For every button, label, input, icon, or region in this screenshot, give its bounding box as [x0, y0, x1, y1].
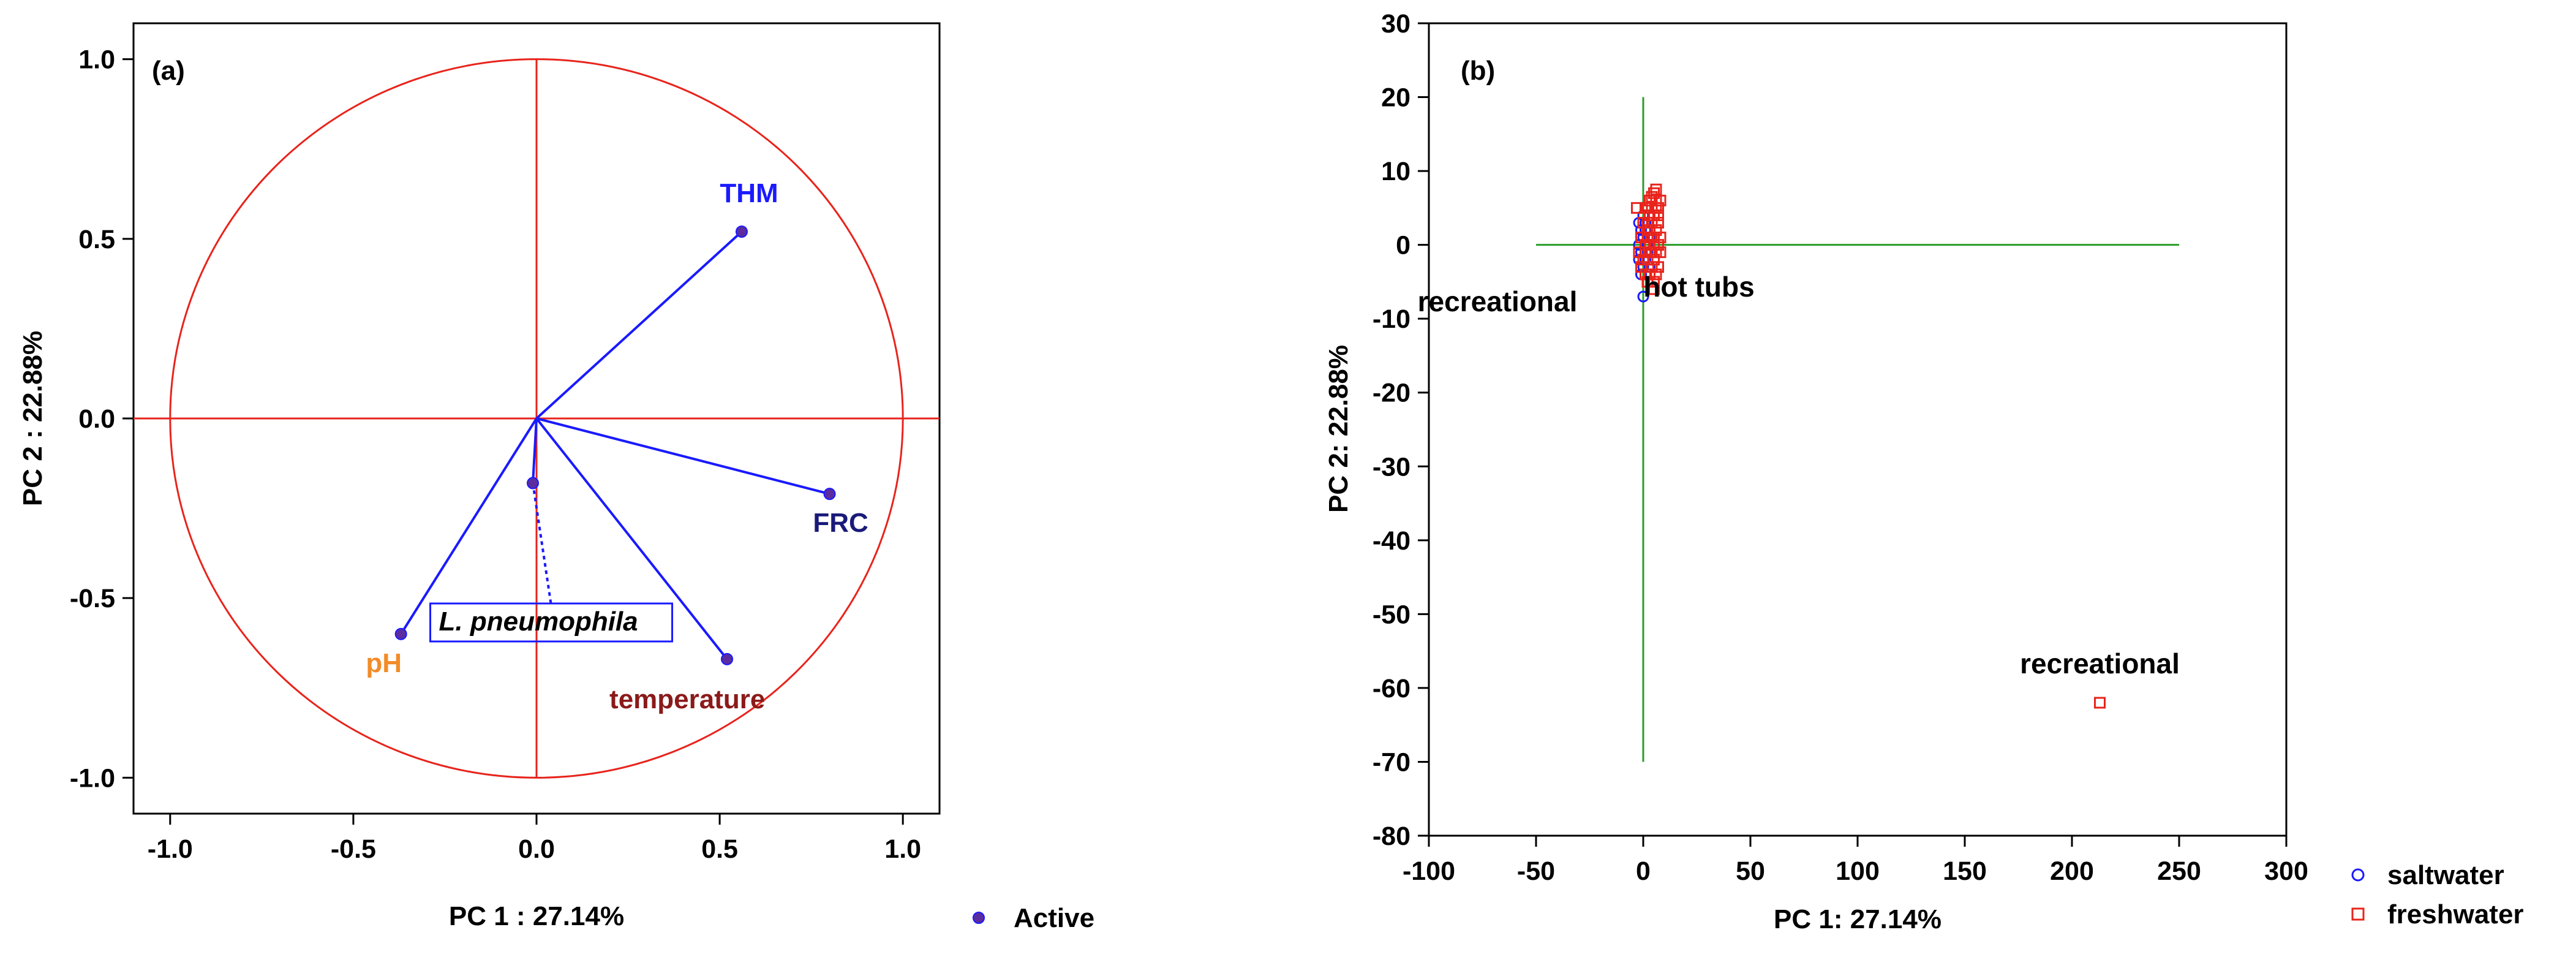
vector-l-pneumophila-line	[532, 418, 538, 483]
panel-b-y-tick-label: -80	[1373, 822, 1410, 851]
panel-a-y-tick-label: 0.5	[78, 225, 115, 254]
panel-a-vectors: THM FRC pH temperature L. pneumophila	[366, 178, 868, 714]
panel-a-y-tick-label: 1.0	[78, 45, 115, 75]
vector-l-pneumophila-point	[527, 477, 540, 490]
freshwater-point	[1641, 232, 1654, 244]
freshwater-point	[1654, 246, 1666, 259]
vector-ph-point	[394, 627, 407, 640]
panel-b-axes: -100 -50 0 50 100 150 200 250 3003020100-10-20-3…	[1373, 9, 2308, 886]
panel-b-x-tick-label: 50	[1736, 857, 1765, 886]
panel-b-x-axis-label: PC 1: 27.14%	[1774, 904, 1941, 934]
vector-thm-line	[535, 230, 743, 420]
freshwater-point	[1652, 202, 1664, 214]
panel-a-x-tick-label: -0.5	[331, 834, 376, 864]
panel-b-y-tick-label: 10	[1381, 157, 1410, 186]
vector-thm-point	[735, 225, 748, 238]
freshwater-point	[2094, 697, 2106, 709]
freshwater-point	[1650, 268, 1662, 281]
panel-a-x-axis-label: PC 1 : 27.14%	[449, 901, 624, 931]
panel-b-points	[1631, 183, 2106, 709]
vector-l-pneumophila-dashed-leader	[532, 483, 552, 606]
vector-temperature-line	[535, 417, 728, 660]
freshwater-point	[1652, 209, 1664, 221]
panel-b-y-tick-label: -10	[1373, 304, 1410, 334]
annotation-recreational: recreational	[1418, 286, 1578, 317]
freshwater-point	[1652, 261, 1664, 273]
panel-a-label: (a)	[152, 56, 185, 86]
panel-a-y-tick-label: -1.0	[70, 763, 115, 793]
vector-l-pneumophila-label: L. pneumophila	[439, 607, 638, 637]
legend-saltwater-label: saltwater	[2387, 860, 2504, 890]
panel-b-x-tick-label: -100	[1403, 857, 1455, 886]
vector-temperature-point	[721, 652, 734, 665]
freshwater-point	[1635, 261, 1647, 273]
panel-b-x-tick-label: -50	[1517, 857, 1555, 886]
panel-b-x-tick-label: 150	[1943, 857, 1987, 886]
vector-frc-line	[536, 417, 830, 496]
panel-b-y-tick-label: -40	[1373, 526, 1410, 556]
panel-b-y-tick-label: 20	[1381, 83, 1410, 113]
panel-b-y-tick-label: -30	[1373, 452, 1410, 482]
panel-a-x-tick-label: 1.0	[884, 834, 921, 864]
panel-a-x-tick-label: -1.0	[148, 834, 193, 864]
panel-a-axes: -1.0 -0.5 0.0 0.5 1.0 1.0 0.5 0.0 -0.5 -1.0	[70, 45, 921, 864]
panel-a-x-tick-label: 0.0	[518, 834, 555, 864]
saltwater-point	[1637, 290, 1649, 303]
vector-frc-point	[823, 488, 836, 501]
freshwater-point	[1641, 216, 1654, 229]
freshwater-point	[1650, 183, 1662, 195]
vector-ph-label: pH	[366, 648, 402, 678]
panel-b-label: (b)	[1461, 56, 1495, 86]
panel-b-y-tick-label: 0	[1396, 231, 1410, 260]
vector-l-pneumophila-label-box	[429, 602, 674, 643]
vector-ph-line	[399, 417, 538, 635]
panel-b-legend: saltwater freshwater	[2351, 860, 2524, 929]
panel-b-x-tick-label: 300	[2264, 857, 2308, 886]
panel-a-y-tick-label: 0.0	[78, 404, 115, 434]
panel-a-x-tick-label: 0.5	[701, 834, 738, 864]
freshwater-point	[1646, 202, 1658, 214]
vector-frc-label: FRC	[813, 508, 868, 538]
vector-thm-label: THM	[720, 178, 778, 208]
panel-b-annotations: recreational hot tubs recreational	[1418, 271, 2180, 679]
legend-freshwater-label: freshwater	[2387, 899, 2524, 929]
panel-b: (b) -100 -50 0 50 100 150 200 250 3003020100-10-…	[1324, 9, 2524, 934]
freshwater-point	[1646, 246, 1658, 259]
panel-a-legend: Active	[973, 903, 1094, 933]
panel-b-y-tick-label: -60	[1373, 674, 1410, 703]
legend-saltwater-marker	[2351, 868, 2365, 882]
freshwater-point	[1635, 232, 1647, 244]
panel-b-y-tick-label: 30	[1381, 9, 1410, 39]
panel-b-x-tick-label: 200	[2050, 857, 2094, 886]
panel-b-y-tick-label: -20	[1373, 379, 1410, 408]
freshwater-point	[1648, 276, 1660, 288]
panel-a: (a) -1.0 -0.5 0.0 0.5 1.0 1.0 0.5 0.0 -0.5 -1.0 T…	[18, 22, 1094, 933]
freshwater-point	[1640, 246, 1651, 259]
panel-a-y-axis-label: PC 2 : 22.88%	[18, 331, 48, 506]
panel-b-x-tick-label: 0	[1636, 857, 1651, 886]
vector-temperature-label: temperature	[609, 684, 765, 714]
panel-b-y-tick-label: -70	[1373, 747, 1410, 777]
annotation-recreational: recreational	[2020, 648, 2180, 679]
freshwater-point	[1637, 254, 1649, 266]
panel-a-legend-marker	[973, 912, 985, 924]
freshwater-point	[1648, 232, 1660, 244]
panel-a-legend-label: Active	[1014, 903, 1094, 933]
panel-b-y-tick-label: -50	[1373, 600, 1410, 629]
freshwater-point	[1641, 276, 1654, 288]
annotation-hot-tubs: hot tubs	[1643, 271, 1754, 303]
panel-b-y-axis-label: PC 2: 22.88%	[1324, 345, 1354, 513]
panel-b-frame	[1428, 22, 2288, 837]
panel-b-x-tick-label: 100	[1836, 857, 1880, 886]
freshwater-point	[1654, 232, 1666, 244]
legend-freshwater-marker	[2351, 907, 2365, 921]
panel-a-y-tick-label: -0.5	[70, 584, 115, 613]
panel-b-x-tick-label: 250	[2157, 857, 2201, 886]
freshwater-point	[1648, 283, 1660, 295]
